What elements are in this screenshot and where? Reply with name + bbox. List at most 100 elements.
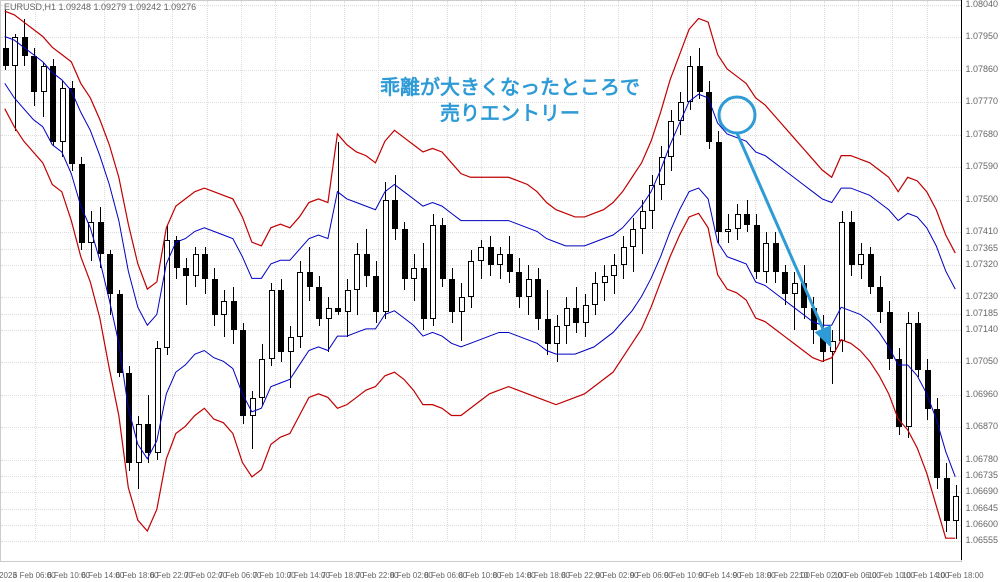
y-tick-label: 1.06555 <box>965 535 998 545</box>
candle <box>231 301 237 330</box>
candle <box>221 301 227 315</box>
candle <box>12 37 18 66</box>
candle <box>297 272 303 337</box>
candle <box>155 348 161 453</box>
candle <box>915 323 921 370</box>
y-tick-label: 1.06690 <box>965 486 998 496</box>
candle <box>316 287 322 319</box>
candle <box>697 66 703 91</box>
x-tick-label: 10 Feb 18:00 <box>936 571 983 580</box>
candle <box>754 225 760 272</box>
candle <box>820 330 826 352</box>
y-tick-label: 1.06780 <box>965 454 998 464</box>
candle <box>278 290 284 351</box>
y-tick-label: 1.07185 <box>965 308 998 318</box>
candle <box>145 424 151 453</box>
y-tick-label: 1.07140 <box>965 324 998 334</box>
candle <box>801 283 807 308</box>
candle <box>212 279 218 315</box>
candle <box>250 398 256 416</box>
candle <box>944 478 950 521</box>
annotation-line1: 乖離が大きくなったところで <box>380 77 640 99</box>
candle <box>373 276 379 312</box>
candle <box>782 272 788 294</box>
y-axis: 1.080401.079501.078601.077701.076801.075… <box>961 0 1002 560</box>
candle <box>611 265 617 276</box>
x-axis: Feb 20236 Feb 06:006 Feb 10:006 Feb 14:0… <box>0 562 960 582</box>
candle <box>716 142 722 232</box>
candle <box>934 409 940 478</box>
candle <box>430 225 436 319</box>
candle <box>345 290 351 312</box>
candle <box>174 240 180 269</box>
candle <box>687 66 693 102</box>
candle <box>335 308 341 312</box>
candle <box>402 229 408 280</box>
candle <box>326 308 332 319</box>
candle <box>706 92 712 143</box>
y-tick-label: 1.06600 <box>965 519 998 529</box>
candle <box>183 268 189 275</box>
candle <box>383 200 389 312</box>
candle <box>545 319 551 344</box>
candle <box>411 268 417 279</box>
candle <box>649 185 655 210</box>
candle <box>421 268 427 319</box>
y-tick-label: 1.06735 <box>965 470 998 480</box>
candle <box>126 373 132 463</box>
candle <box>79 164 85 243</box>
candle <box>497 254 503 265</box>
annotation-text: 乖離が大きくなったところで 売りエントリー <box>380 75 640 127</box>
candle <box>449 279 455 311</box>
y-tick-label: 1.06645 <box>965 503 998 513</box>
candle <box>849 222 855 265</box>
candle <box>516 272 522 297</box>
y-tick-label: 1.07680 <box>965 129 998 139</box>
candle <box>41 66 47 91</box>
y-tick-label: 1.08040 <box>965 0 998 9</box>
candle <box>858 254 864 265</box>
candle <box>468 261 474 297</box>
candle <box>50 66 56 142</box>
candle <box>583 305 589 323</box>
candle <box>3 48 9 66</box>
candle <box>896 359 902 428</box>
candle <box>440 225 446 279</box>
candle <box>60 88 66 142</box>
candle <box>773 243 779 272</box>
candle <box>792 283 798 294</box>
y-tick-label: 1.07770 <box>965 96 998 106</box>
candle <box>288 337 294 351</box>
candle <box>164 240 170 348</box>
candle <box>564 308 570 326</box>
candle <box>269 290 275 359</box>
y-tick-label: 1.07500 <box>965 194 998 204</box>
candle <box>22 37 28 55</box>
candle <box>488 247 494 265</box>
candle <box>602 276 608 283</box>
candle <box>117 294 123 373</box>
candle <box>31 56 37 92</box>
candle <box>136 424 142 464</box>
candle <box>98 222 104 254</box>
candle <box>906 323 912 428</box>
candle <box>307 272 313 286</box>
candle <box>526 279 532 297</box>
y-tick-label: 1.07590 <box>965 161 998 171</box>
candle <box>830 341 836 352</box>
y-tick-label: 1.07230 <box>965 291 998 301</box>
candle <box>535 279 541 319</box>
candle <box>364 254 370 276</box>
candle <box>240 330 246 417</box>
candle <box>725 229 731 233</box>
candle <box>69 88 75 164</box>
candle <box>459 297 465 311</box>
candle <box>678 102 684 120</box>
candle <box>839 222 845 341</box>
candle <box>392 200 398 229</box>
candle <box>478 247 484 261</box>
y-tick-label: 1.07320 <box>965 259 998 269</box>
y-tick-label: 1.07365 <box>965 243 998 253</box>
candle <box>763 243 769 272</box>
candle <box>744 214 750 225</box>
